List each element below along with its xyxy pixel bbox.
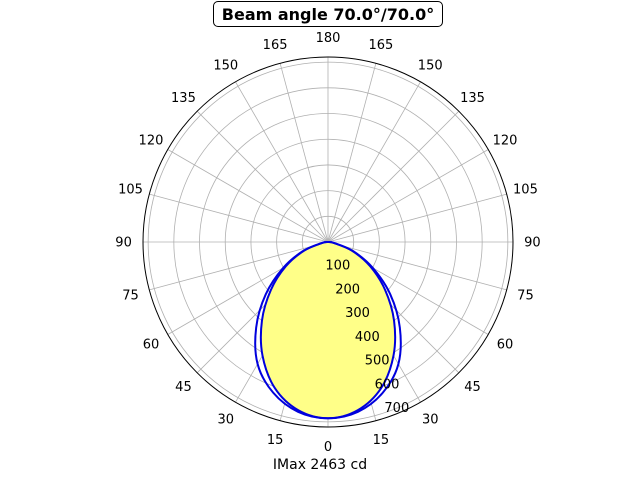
angle-tick-label: 90	[524, 236, 541, 251]
series-line-2	[259, 240, 397, 420]
polar-frame	[142, 56, 514, 428]
radial-tick-label: 100	[325, 259, 350, 274]
angle-tick-label: 45	[175, 380, 192, 395]
angle-tick-label: 90	[115, 236, 132, 251]
radial-tick-label: 500	[365, 354, 390, 369]
angular-gridline	[235, 81, 329, 243]
angular-gridline	[327, 81, 421, 243]
angular-gridline	[327, 63, 377, 243]
angle-tick-label: 75	[517, 288, 534, 303]
angular-gridline	[149, 193, 329, 243]
angle-tick-label: 15	[373, 433, 390, 448]
angle-tick-label: 30	[218, 413, 235, 428]
angle-tick-label: 60	[143, 338, 160, 353]
angle-tick-label: 75	[122, 288, 139, 303]
angle-tick-label: 60	[497, 338, 514, 353]
angle-tick-label: 135	[460, 91, 485, 106]
angle-tick-label: 120	[139, 133, 164, 148]
angle-tick-label: 165	[263, 38, 288, 53]
angular-gridline	[327, 149, 489, 243]
angle-tick-label: 30	[422, 413, 439, 428]
angle-tick-label: 15	[267, 433, 284, 448]
radial-tick-label: 700	[384, 401, 409, 416]
beam-fill-area	[260, 242, 396, 419]
angular-gridline	[279, 63, 329, 243]
tick-labels: 0 15 30 45 60 75 90 105 120 135 150 165 180 165 150 135…	[115, 31, 540, 455]
chart-title-box: Beam angle 70.0°/70.0°	[213, 1, 443, 27]
angular-gridline	[327, 193, 507, 243]
angular-gridline	[149, 241, 329, 291]
angle-tick-label: 165	[368, 38, 393, 53]
radial-tick-label: 400	[355, 330, 380, 345]
radial-tick-label: 600	[375, 377, 400, 392]
angle-tick-label: 180	[316, 31, 341, 46]
x-axis-label: IMax 2463 cd	[272, 457, 368, 473]
angular-gridline	[167, 149, 329, 243]
beam-fill	[260, 242, 396, 419]
chart-title: Beam angle 70.0°/70.0°	[221, 4, 435, 24]
radial-tick-label: 200	[335, 282, 360, 297]
angle-tick-label: 105	[118, 183, 143, 198]
angle-tick-label: 0	[324, 440, 332, 455]
angular-gridline	[327, 241, 507, 291]
radial-tick-label: 300	[345, 306, 370, 321]
angular-gridline	[327, 110, 460, 243]
angle-tick-label: 150	[418, 58, 443, 73]
angle-tick-label: 150	[213, 58, 238, 73]
angular-gridline	[196, 110, 329, 243]
angle-tick-label: 105	[513, 183, 538, 198]
angle-tick-label: 120	[493, 133, 518, 148]
series-layer	[254, 240, 402, 420]
angle-tick-label: 45	[464, 380, 481, 395]
angle-tick-label: 135	[171, 91, 196, 106]
